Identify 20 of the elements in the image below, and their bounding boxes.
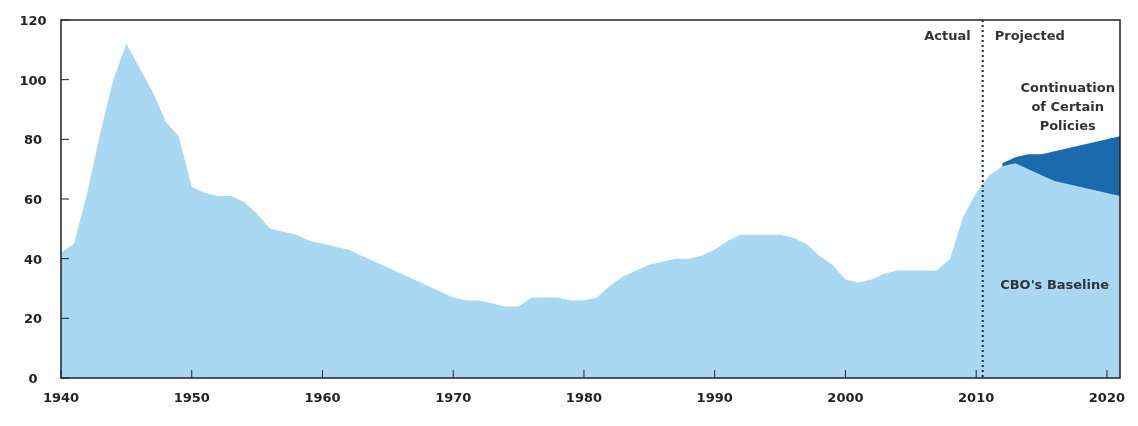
annotation: Actual xyxy=(924,28,971,43)
y-tick-label: 0 xyxy=(28,371,38,386)
y-tick-label: 40 xyxy=(23,251,43,267)
x-tick-label: 1980 xyxy=(565,390,603,405)
x-tick-label: 2010 xyxy=(958,390,995,405)
x-tick-label: 1940 xyxy=(42,390,80,405)
y-tick-label: 80 xyxy=(23,132,43,148)
y-tick-label: 20 xyxy=(23,311,43,327)
x-tick-label: 1990 xyxy=(696,390,733,405)
annotation: Projected xyxy=(994,28,1065,43)
x-tick-label: 2020 xyxy=(1088,390,1126,405)
x-tick-label: 2000 xyxy=(827,390,864,405)
y-tick-label: 120 xyxy=(19,13,47,28)
series-label: Continuation of Certain Policies xyxy=(1020,80,1115,134)
y-tick-label: 60 xyxy=(23,192,43,207)
x-tick-label: 1950 xyxy=(173,390,210,405)
x-tick-label: 1960 xyxy=(304,390,341,405)
series-label: CBO's Baseline xyxy=(1000,277,1110,293)
y-tick-label: 100 xyxy=(19,72,47,88)
x-tick-label: 1970 xyxy=(435,390,472,405)
